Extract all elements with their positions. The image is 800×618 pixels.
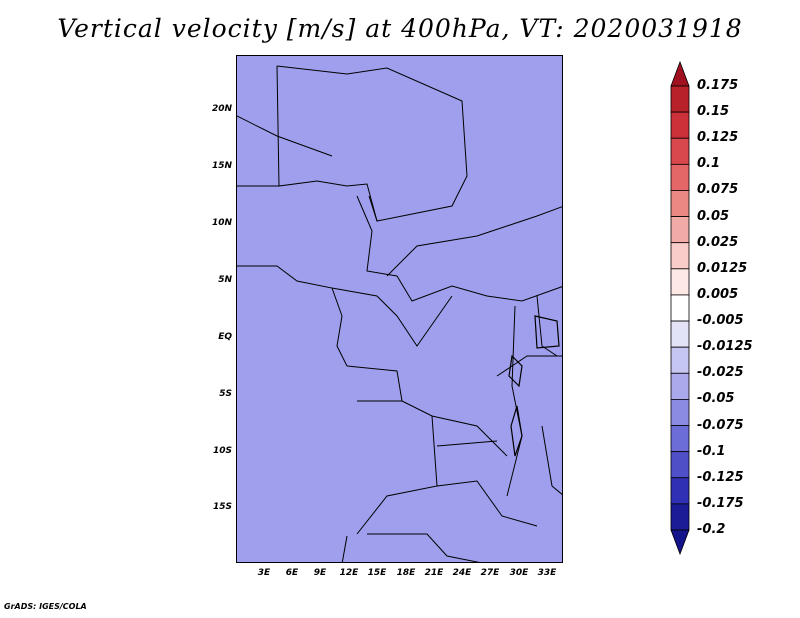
colorbar-bin <box>670 372 690 400</box>
lon-tick-label: 30E <box>509 568 529 578</box>
lon-tick-label: 15E <box>367 568 387 578</box>
lon-tick-label: 3E <box>257 568 271 578</box>
colorbar-bin <box>670 163 690 191</box>
colorbar-label: -0.125 <box>697 469 744 485</box>
colorbar-bin <box>670 85 690 113</box>
lon-tick-label: 9E <box>313 568 327 578</box>
colorbar-bin <box>670 346 690 374</box>
colorbar-bin <box>670 268 690 296</box>
lat-tick-label: 20N <box>211 104 232 114</box>
colorbar-label: -0.025 <box>697 365 744 381</box>
colorbar-label: 0.0125 <box>697 260 748 276</box>
colorbar-label: 0.05 <box>697 208 730 224</box>
lon-tick-label: 18E <box>396 568 416 578</box>
map-canvas <box>237 56 562 562</box>
country-borders <box>237 65 562 562</box>
colorbar-bin <box>670 399 690 426</box>
colorbar-label: -0.0125 <box>697 339 753 355</box>
lon-tick-label: 21E <box>424 568 444 578</box>
colorbar-bin <box>670 111 690 139</box>
colorbar-bin <box>670 216 690 244</box>
colorbar-label: -0.005 <box>697 313 744 329</box>
colorbar-label: 0.125 <box>697 130 739 146</box>
colorbar-bin <box>670 529 690 556</box>
colorbar-bin <box>670 477 690 505</box>
lon-tick-label: 12E <box>339 568 359 578</box>
lat-tick-label: 10N <box>211 218 232 228</box>
colorbar-label: 0.175 <box>697 78 739 93</box>
colorbar-label: -0.075 <box>697 417 744 433</box>
colorbar-bin <box>670 242 690 270</box>
lat-tick-label: 5N <box>218 275 232 285</box>
lon-tick-label: 33E <box>537 568 557 578</box>
lat-tick-label: 10S <box>212 446 232 456</box>
colorbar-bin <box>670 503 690 531</box>
lat-tick-label: 15S <box>212 502 232 512</box>
velocity-field <box>237 56 562 562</box>
colorbar-label: 0.075 <box>697 182 739 198</box>
lakes <box>508 315 560 457</box>
colorbar-bin <box>670 60 690 87</box>
colorbar-bin <box>670 320 690 348</box>
colorbar-bin <box>670 294 690 322</box>
lat-tick-label: 15N <box>211 161 232 171</box>
colorbar-label: -0.05 <box>697 391 735 407</box>
colorbar-label: -0.1 <box>697 443 726 459</box>
colorbar-bin <box>670 137 690 165</box>
colorbar-bin <box>670 425 690 453</box>
lon-tick-label: 27E <box>480 568 500 578</box>
chart-title: Vertical velocity [m/s] at 400hPa, VT: 2… <box>57 14 743 43</box>
lon-tick-label: 24E <box>452 568 472 578</box>
colorbar-label: 0.1 <box>697 156 721 172</box>
lat-tick-label: EQ <box>218 332 232 342</box>
colorbar-bin <box>670 451 690 479</box>
colorbar-label: -0.175 <box>697 495 744 511</box>
colorbar-label: 0.15 <box>697 104 730 120</box>
colorbar <box>670 60 690 556</box>
colorbar-bin <box>670 190 690 217</box>
lon-tick-label: 6E <box>285 568 299 578</box>
velocity-map <box>236 55 563 563</box>
colorbar-label: 0.005 <box>697 286 739 302</box>
lat-tick-label: 5S <box>219 389 232 399</box>
grads-credit: GrADS: IGES/COLA <box>4 602 87 611</box>
colorbar-label: -0.2 <box>697 522 726 537</box>
colorbar-label: 0.025 <box>697 234 739 250</box>
